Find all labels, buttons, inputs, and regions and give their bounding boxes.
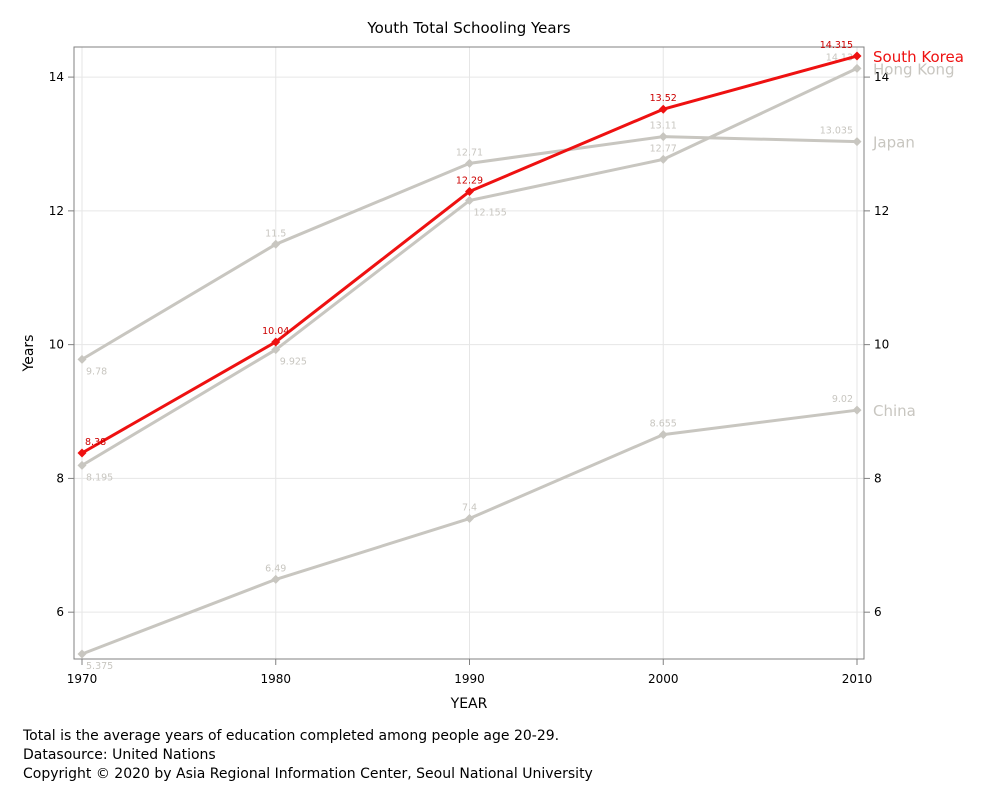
- data-point-japan: [465, 158, 474, 168]
- y-tick-label-left: 12: [49, 204, 64, 218]
- data-label-south-korea: 12.29: [456, 175, 483, 186]
- y-tick-label-left: 10: [49, 338, 64, 352]
- note-definition: Total is the average years of education …: [23, 728, 560, 744]
- data-point-china: [77, 649, 87, 659]
- series-south-korea: 8.38 10.04 12.29 13.52 14.315 South Korea: [77, 40, 964, 458]
- x-tick-label: 2010: [842, 672, 873, 686]
- data-label-china: 9.02: [832, 394, 853, 405]
- x-axis-label: YEAR: [450, 696, 488, 712]
- data-label-south-korea: 8.38: [85, 437, 106, 448]
- data-point-china: [852, 405, 862, 415]
- y-tick-label-left: 14: [49, 70, 64, 84]
- data-point-china: [658, 430, 668, 440]
- data-label-japan: 13.035: [820, 126, 853, 137]
- data-label-japan: 9.78: [86, 366, 107, 377]
- data-point-hong-kong: [77, 460, 87, 470]
- data-point-japan: [271, 239, 281, 249]
- data-label-hong-kong: 9.925: [280, 357, 307, 368]
- series-china: 5.375 6.49 7.4 8.655 9.02 China: [77, 394, 916, 672]
- data-point-hong-kong: [271, 345, 281, 355]
- data-point-hong-kong: [852, 63, 862, 73]
- data-label-japan: 12.71: [456, 147, 483, 158]
- data-label-japan: 11.5: [265, 228, 286, 239]
- note-datasource: Datasource: United Nations: [23, 747, 216, 763]
- data-label-hong-kong: 14.13: [826, 52, 853, 63]
- grid-layer: [74, 47, 864, 659]
- data-label-south-korea: 10.04: [262, 326, 289, 337]
- data-point-hong-kong: [658, 154, 668, 164]
- data-point-south-korea: [77, 448, 87, 458]
- y-tick-label-right: 12: [874, 204, 889, 218]
- y-axis-label: Years: [21, 335, 37, 373]
- data-label-south-korea: 14.315: [820, 40, 853, 51]
- y-tick-label-left: 6: [56, 605, 64, 619]
- data-label-hong-kong: 12.155: [474, 208, 507, 219]
- data-point-south-korea: [465, 186, 474, 196]
- series-name-hong-kong: Hong Kong: [873, 60, 955, 78]
- data-label-china: 7.4: [462, 503, 477, 514]
- data-point-south-korea: [658, 104, 668, 114]
- series-name-china: China: [873, 402, 916, 420]
- x-tick-label: 1970: [67, 672, 98, 686]
- data-point-japan: [658, 132, 668, 142]
- data-label-hong-kong: 8.195: [86, 472, 113, 483]
- data-label-china: 6.49: [265, 563, 286, 574]
- y-tick-label-right: 14: [874, 70, 889, 84]
- data-label-china: 5.375: [86, 661, 113, 672]
- x-tick-label: 1980: [260, 672, 291, 686]
- chart-title: Youth Total Schooling Years: [366, 19, 570, 37]
- data-point-hong-kong: [465, 196, 474, 206]
- note-copyright: Copyright © 2020 by Asia Regional Inform…: [23, 766, 593, 782]
- series-name-south-korea: South Korea: [873, 48, 964, 66]
- data-label-china: 8.655: [650, 419, 677, 430]
- y-tick-label-left: 8: [56, 471, 64, 485]
- data-label-japan: 13.11: [650, 121, 677, 132]
- chart-notes: Total is the average years of education …: [23, 727, 593, 784]
- line-chart: 1970 1980 1990 2000 2010 6 6 8 8 10 10 12 12 14 14 8.1…: [21, 19, 964, 712]
- series-name-japan: Japan: [872, 134, 915, 152]
- y-tick-label-right: 8: [874, 471, 882, 485]
- data-label-hong-kong: 12.77: [650, 143, 677, 154]
- x-tick-label: 2000: [648, 672, 679, 686]
- series-japan: 9.78 11.5 12.71 13.11 13.035 Japan: [77, 121, 915, 377]
- data-point-japan: [852, 137, 862, 147]
- data-point-china: [271, 574, 281, 584]
- axes-layer: 1970 1980 1990 2000 2010 6 6 8 8 10 10 12 12 14 14: [49, 70, 890, 686]
- data-label-south-korea: 13.52: [650, 93, 677, 104]
- y-tick-label-right: 10: [874, 338, 889, 352]
- data-point-japan: [77, 354, 87, 364]
- series-layer: 8.195 9.925 12.155 12.77 14.13 Hong Kong 9.78 1…: [77, 40, 964, 672]
- data-point-china: [465, 514, 474, 524]
- x-tick-label: 1990: [454, 672, 485, 686]
- data-point-south-korea: [852, 51, 862, 61]
- y-tick-label-right: 6: [874, 605, 882, 619]
- series-hong-kong: 8.195 9.925 12.155 12.77 14.13 Hong Kong: [77, 52, 955, 483]
- data-point-south-korea: [271, 337, 281, 347]
